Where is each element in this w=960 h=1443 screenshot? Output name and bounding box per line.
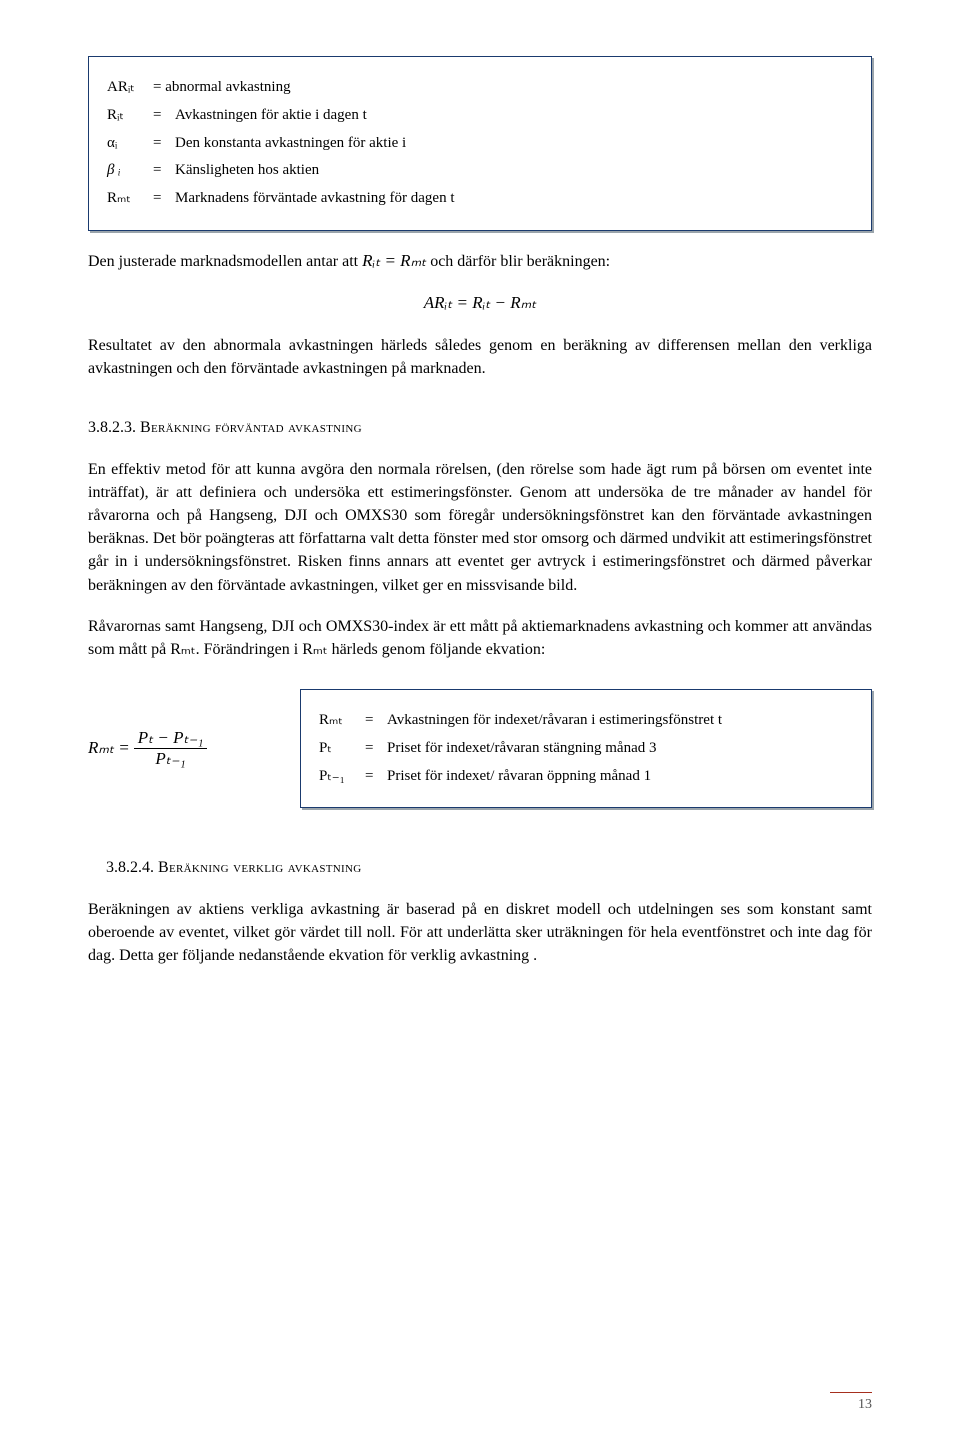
inline-formula: Rᵢₜ = Rₘₜ: [362, 251, 426, 270]
def-equals: =: [365, 710, 379, 732]
def-row: αᵢ = Den konstanta avkastningen för akti…: [107, 133, 853, 155]
heading-text: Beräkning förväntad avkastning: [140, 419, 362, 436]
def-symbol: β ᵢ: [107, 160, 145, 182]
formula-fraction: Pₜ − Pₜ₋₁ Pₜ₋₁: [134, 728, 208, 770]
def-text: Känsligheten hos aktien: [175, 160, 853, 182]
equation-abnormal-return: ARᵢₜ = Rᵢₜ − Rₘₜ: [88, 291, 872, 316]
def-symbol: αᵢ: [107, 133, 145, 155]
def-text: Den konstanta avkastningen för aktie i: [175, 133, 853, 155]
section-heading-3-8-2-3: 3.8.2.3. Beräkning förväntad avkastning: [88, 416, 872, 439]
def-equals: =: [153, 133, 167, 155]
heading-number: 3.8.2.4.: [106, 859, 158, 876]
def-symbol: Pₜ₋₁: [319, 766, 357, 788]
paragraph-adjusted-model: Den justerade marknadsmodellen antar att…: [88, 249, 872, 274]
def-text: Priset för indexet/ råvaran öppning måna…: [387, 766, 853, 788]
variable-definitions-box-1: ARᵢₜ = abnormal avkastning Rᵢₜ = Avkastn…: [88, 56, 872, 231]
heading-number: 3.8.2.3.: [88, 419, 140, 436]
def-row: Rₘₜ = Avkastningen för indexet/råvaran i…: [319, 710, 853, 732]
equation-rmt: Rₘₜ = Pₜ − Pₜ₋₁ Pₜ₋₁: [88, 728, 278, 770]
fraction-numerator: Pₜ − Pₜ₋₁: [134, 728, 208, 749]
def-text: Marknadens förväntade avkastning för dag…: [175, 188, 853, 210]
equation-with-legend: Rₘₜ = Pₜ − Pₜ₋₁ Pₜ₋₁ Rₘₜ = Avkastningen …: [88, 689, 872, 808]
def-row: ARᵢₜ = abnormal avkastning: [107, 77, 853, 99]
paragraph-result: Resultatet av den abnormala avkastningen…: [88, 334, 872, 380]
paragraph-index-measure: Råvarornas samt Hangseng, DJI och OMXS30…: [88, 615, 872, 661]
def-symbol: Rₘₜ: [107, 188, 145, 210]
def-row: Rᵢₜ = Avkastningen för aktie i dagen t: [107, 105, 853, 127]
def-symbol: Rᵢₜ: [107, 105, 145, 127]
def-text: Avkastningen för aktie i dagen t: [175, 105, 853, 127]
def-equals: =: [153, 188, 167, 210]
def-symbol: Pₜ: [319, 738, 357, 760]
def-equals: =: [153, 160, 167, 182]
heading-text: Beräkning verklig avkastning: [158, 859, 361, 876]
def-text: = abnormal avkastning: [153, 77, 853, 99]
def-equals: =: [365, 738, 379, 760]
def-row: Pₜ₋₁ = Priset för indexet/ råvaran öppni…: [319, 766, 853, 788]
fraction-denominator: Pₜ₋₁: [151, 749, 189, 769]
def-text: Avkastningen för indexet/råvaran i estim…: [387, 710, 853, 732]
def-equals: =: [153, 105, 167, 127]
page-number: 13: [830, 1392, 872, 1415]
paragraph-real-return: Beräkningen av aktiens verkliga avkastni…: [88, 898, 872, 968]
def-text: Priset för indexet/råvaran stängning mån…: [387, 738, 853, 760]
def-symbol: ARᵢₜ: [107, 77, 145, 99]
def-row: Rₘₜ = Marknadens förväntade avkastning f…: [107, 188, 853, 210]
text: Den justerade marknadsmodellen antar att: [88, 253, 362, 270]
section-heading-3-8-2-4: 3.8.2.4. Beräkning verklig avkastning: [88, 856, 872, 879]
formula-lhs: Rₘₜ =: [88, 736, 130, 761]
text: och därför blir beräkningen:: [430, 253, 610, 270]
def-symbol: Rₘₜ: [319, 710, 357, 732]
paragraph-method: En effektiv metod för att kunna avgöra d…: [88, 458, 872, 597]
def-row: Pₜ = Priset för indexet/råvaran stängnin…: [319, 738, 853, 760]
variable-definitions-box-2: Rₘₜ = Avkastningen för indexet/råvaran i…: [300, 689, 872, 808]
def-row: β ᵢ = Känsligheten hos aktien: [107, 160, 853, 182]
def-equals: =: [365, 766, 379, 788]
